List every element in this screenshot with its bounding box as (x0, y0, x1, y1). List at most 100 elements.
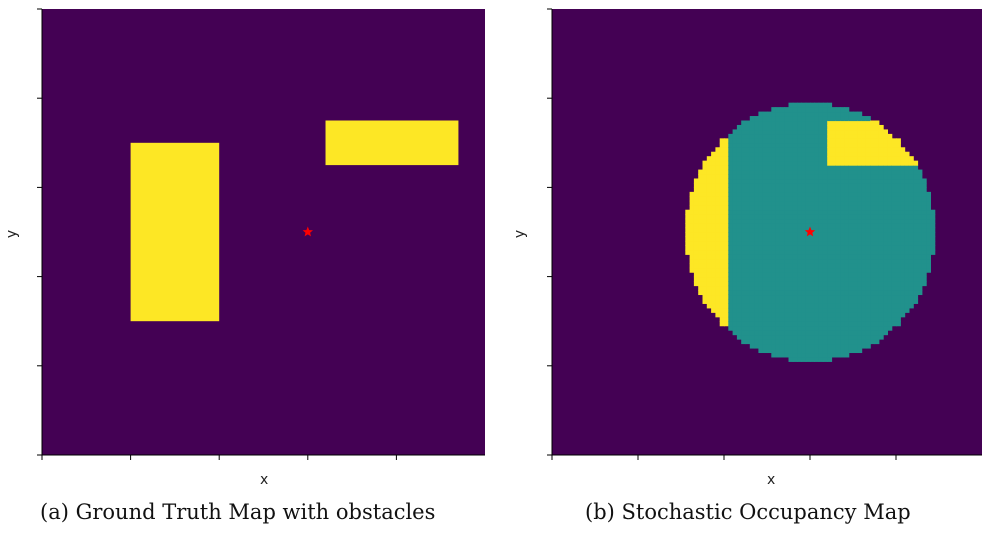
map-cell (891, 298, 897, 304)
map-cell (736, 142, 742, 148)
map-cell (736, 298, 742, 304)
map-cell (711, 178, 716, 184)
map-cell (706, 156, 712, 162)
map-cell (887, 263, 893, 269)
map-cell (797, 129, 802, 135)
map-cell (840, 352, 845, 358)
map-cell (887, 169, 893, 175)
map-cell (840, 133, 845, 139)
map-cell (805, 294, 811, 300)
map-cell (835, 120, 841, 126)
map-cell (831, 111, 837, 117)
map-cell (779, 240, 785, 246)
map-cell (784, 352, 790, 358)
map-cell (921, 232, 927, 238)
map-cell (810, 347, 815, 354)
map-cell (844, 272, 850, 278)
map-cell (758, 263, 764, 269)
map-cell (818, 312, 824, 318)
map-cell (870, 258, 876, 264)
map-cell (840, 263, 845, 269)
map-cell (775, 263, 781, 269)
map-cell (827, 129, 833, 135)
map-cell (779, 156, 785, 162)
map-cell (878, 147, 884, 153)
map-cell (891, 267, 897, 273)
map-cell (818, 174, 824, 180)
map-cell (792, 356, 798, 362)
map-cell (835, 107, 841, 113)
map-cell (719, 285, 725, 291)
map-cell (775, 107, 781, 113)
map-cell (792, 272, 798, 278)
map-cell (904, 151, 910, 157)
map-cell (801, 249, 807, 255)
map-cell (745, 138, 751, 144)
map-cell (900, 209, 906, 215)
map-cell (896, 303, 901, 309)
map-cell (891, 209, 897, 215)
map-cell (767, 263, 772, 269)
map-cell (848, 298, 854, 304)
map-cell (767, 236, 772, 242)
map-cell (698, 200, 704, 206)
map-cell (926, 196, 931, 202)
map-cell (771, 236, 777, 242)
map-cell (732, 142, 738, 148)
map-cell (801, 236, 807, 242)
map-cell (835, 129, 841, 135)
map-cell (857, 254, 863, 260)
map-cell (865, 240, 871, 246)
map-cell (762, 330, 768, 336)
map-cell (689, 249, 695, 255)
map-cell (878, 133, 884, 139)
map-cell (736, 232, 742, 238)
map-cell (715, 187, 721, 193)
map-cell (857, 120, 863, 126)
map-cell (784, 178, 790, 184)
map-cell (900, 169, 906, 175)
map-cell (896, 298, 901, 304)
map-cell (775, 165, 781, 171)
map-cell (896, 254, 901, 260)
map-cell (749, 129, 755, 135)
map-cell (887, 174, 893, 180)
map-cell (904, 249, 910, 255)
map-cell (822, 347, 828, 354)
map-cell (913, 258, 919, 264)
map-cell (758, 232, 764, 238)
map-cell (784, 142, 790, 148)
map-cell (904, 227, 910, 233)
map-cell (719, 227, 725, 233)
map-cell (745, 178, 751, 184)
map-cell (891, 249, 897, 255)
map-cell (908, 187, 914, 193)
map-cell (749, 124, 755, 131)
map-cell (835, 182, 841, 188)
map-cell (814, 200, 820, 206)
map-cell (896, 263, 901, 269)
map-cell (861, 254, 867, 260)
map-cell (741, 303, 747, 309)
map-cell (732, 240, 738, 246)
map-cell (715, 223, 721, 229)
map-cell (732, 281, 738, 287)
map-cell (904, 218, 910, 224)
map-cell (818, 205, 824, 211)
map-cell (749, 223, 755, 229)
map-cell (818, 330, 824, 336)
map-cell (822, 254, 828, 260)
map-cell (818, 303, 824, 309)
map-cell (865, 147, 871, 153)
map-cell (848, 209, 854, 215)
map-cell (745, 124, 751, 131)
map-cell (784, 165, 790, 171)
map-cell (784, 312, 790, 318)
map-cell (706, 272, 712, 278)
map-cell (767, 200, 772, 206)
map-cell (814, 124, 820, 131)
y-axis-label: y (512, 229, 529, 239)
map-cell (767, 223, 772, 229)
map-cell (870, 276, 876, 282)
map-cell (762, 187, 768, 193)
